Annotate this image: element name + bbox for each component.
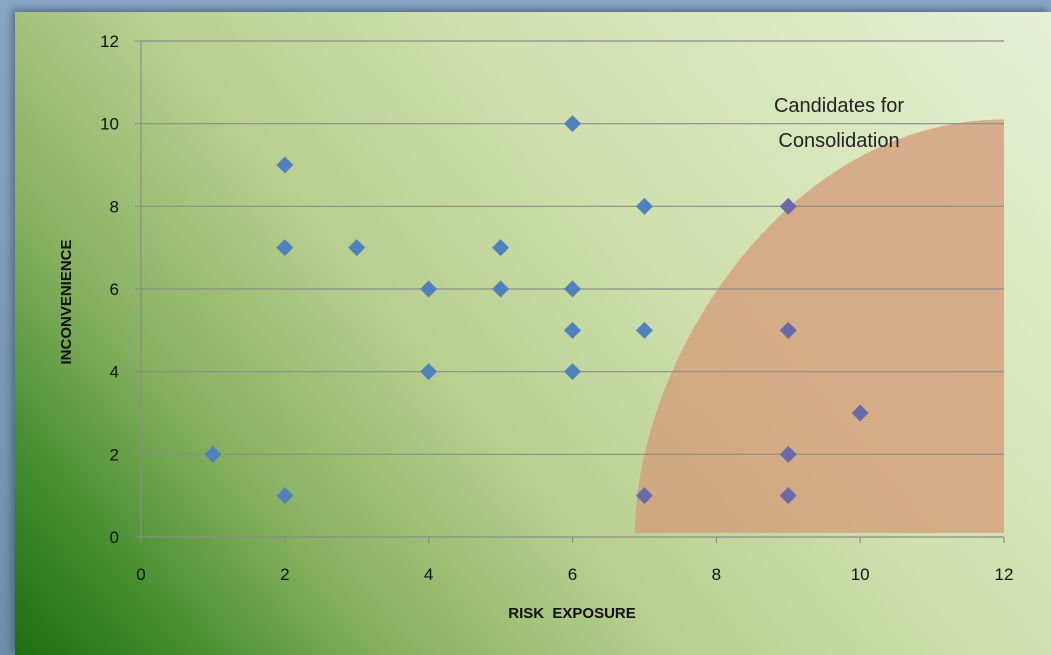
data-point	[348, 239, 366, 257]
data-point	[779, 445, 797, 463]
y-tick-label: 12	[100, 32, 119, 51]
data-point	[635, 197, 653, 215]
data-point	[564, 363, 581, 381]
y-tick-label: 10	[100, 115, 119, 134]
y-tick-label: 2	[110, 445, 119, 464]
annotation-line-2: Consolidation	[778, 130, 899, 152]
data-point	[779, 197, 797, 215]
data-point	[564, 321, 581, 339]
data-point	[564, 280, 581, 298]
data-point	[276, 487, 294, 505]
data-point	[420, 363, 438, 381]
x-tick-label: 10	[851, 565, 870, 584]
consolidation-region	[635, 119, 1004, 533]
data-point	[779, 487, 797, 505]
chart-panel: 0 2 4 6 8 10 12 0 2 4 6 8 10 12 Candidates for Consol…	[15, 12, 1051, 655]
y-tick-label: 6	[110, 280, 119, 299]
data-point	[851, 404, 869, 422]
data-point	[779, 321, 797, 339]
x-axis-title: RISK EXPOSURE	[508, 605, 636, 622]
x-tick-label: 6	[568, 565, 577, 584]
x-tick-label: 4	[424, 565, 433, 584]
data-point	[204, 445, 222, 463]
points-layer	[204, 115, 869, 505]
x-tick-label: 0	[136, 565, 145, 584]
region-layer	[635, 119, 1004, 533]
data-point	[276, 239, 294, 257]
y-axis-title: INCONVENIENCE	[58, 239, 75, 364]
data-point	[635, 487, 653, 505]
data-point	[420, 280, 438, 298]
annotation-line-1: Candidates for	[774, 95, 904, 117]
x-tick-label: 8	[712, 565, 721, 584]
x-tick-label: 12	[995, 565, 1014, 584]
x-tick-label: 2	[280, 565, 289, 584]
y-tick-label: 8	[110, 197, 119, 216]
scatter-chart: 0 2 4 6 8 10 12 0 2 4 6 8 10 12 Candidates for Consol…	[58, 32, 1013, 622]
axis-layer: 0 2 4 6 8 10 12 0 2 4 6 8 10 12	[100, 32, 1013, 584]
data-point	[492, 280, 510, 298]
data-point	[276, 156, 294, 174]
data-point	[635, 321, 653, 339]
y-tick-label: 0	[110, 528, 119, 547]
y-tick-label: 4	[110, 363, 119, 382]
data-point	[564, 115, 581, 133]
data-point	[492, 239, 510, 257]
